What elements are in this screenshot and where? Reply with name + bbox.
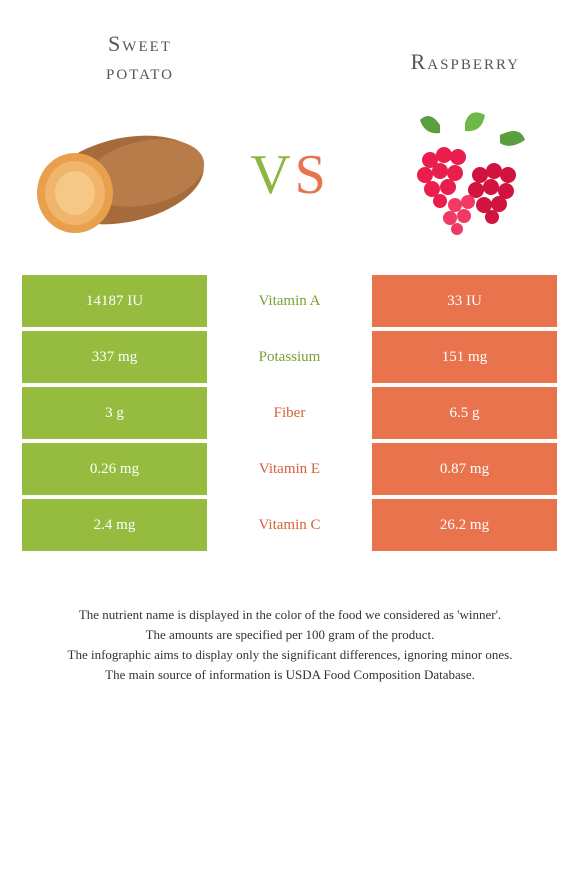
right-value-cell: 33 IU <box>372 275 557 327</box>
table-row: 2.4 mgVitamin C26.2 mg <box>22 499 558 551</box>
footer-line: The amounts are specified per 100 gram o… <box>20 625 560 645</box>
left-value-cell: 0.26 mg <box>22 443 207 495</box>
right-value-cell: 6.5 g <box>372 387 557 439</box>
left-title-line2: potato <box>106 59 174 84</box>
left-value-cell: 2.4 mg <box>22 499 207 551</box>
vs-v: V <box>250 144 294 206</box>
sweet-potato-image <box>30 105 210 245</box>
right-value-cell: 26.2 mg <box>372 499 557 551</box>
table-row: 337 mgPotassium151 mg <box>22 331 558 383</box>
left-title-line1: Sweet <box>108 31 172 56</box>
footer-line: The infographic aims to display only the… <box>20 645 560 665</box>
left-value-cell: 337 mg <box>22 331 207 383</box>
right-value-cell: 0.87 mg <box>372 443 557 495</box>
vs-s: S <box>295 144 330 206</box>
nutrient-name-cell: Vitamin A <box>207 275 372 327</box>
table-row: 3 gFiber6.5 g <box>22 387 558 439</box>
images-row: VS <box>0 95 580 275</box>
left-value-cell: 3 g <box>22 387 207 439</box>
nutrient-name-cell: Vitamin C <box>207 499 372 551</box>
footer-line: The main source of information is USDA F… <box>20 665 560 685</box>
nutrient-name-cell: Fiber <box>207 387 372 439</box>
vs-label: VS <box>250 143 330 207</box>
nutrient-name-cell: Vitamin E <box>207 443 372 495</box>
right-value-cell: 151 mg <box>372 331 557 383</box>
table-row: 0.26 mgVitamin E0.87 mg <box>22 443 558 495</box>
right-food-title: Raspberry <box>340 48 520 76</box>
left-food-title: Sweet potato <box>60 30 220 85</box>
raspberry-image <box>370 105 550 245</box>
footer-notes: The nutrient name is displayed in the co… <box>0 555 580 686</box>
footer-line: The nutrient name is displayed in the co… <box>20 605 560 625</box>
nutrient-name-cell: Potassium <box>207 331 372 383</box>
comparison-table: 14187 IUVitamin A33 IU337 mgPotassium151… <box>0 275 580 551</box>
header: Sweet potato Raspberry <box>0 0 580 95</box>
table-row: 14187 IUVitamin A33 IU <box>22 275 558 327</box>
right-title: Raspberry <box>411 49 520 74</box>
left-value-cell: 14187 IU <box>22 275 207 327</box>
